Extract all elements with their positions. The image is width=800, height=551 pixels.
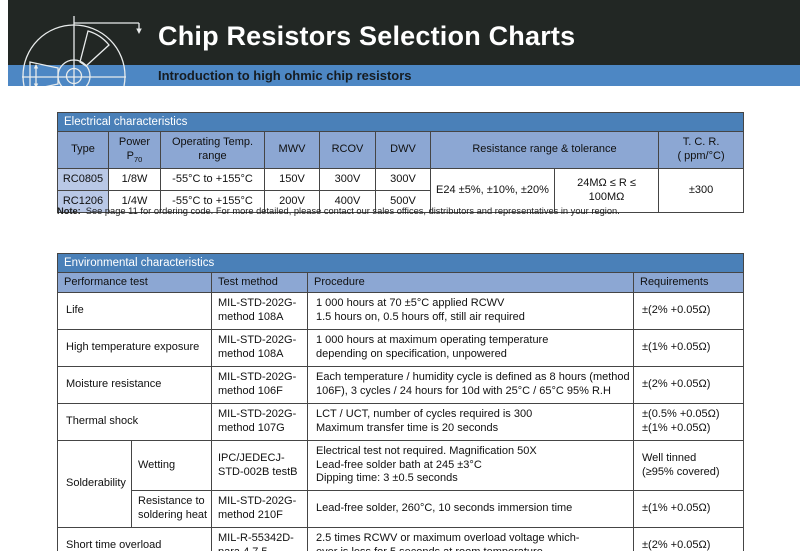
table-row: RC0805 1/8W -55°C to +155°C 150V 300V 30… (57, 168, 745, 213)
cell-rcov: 300V (319, 168, 376, 191)
page-subtitle: Introduction to high ohmic chip resistor… (158, 68, 412, 83)
cell-test-method: MIL-STD-202G- method 106F (211, 366, 308, 404)
table-row-short-time-overload: Short time overload MIL-R-55342D- para 4… (57, 527, 744, 551)
cell-power: 1/4W (108, 190, 161, 213)
cell-performance-test: Wetting (131, 440, 212, 491)
cell-procedure: LCT / UCT, number of cycles required is … (307, 403, 634, 441)
table-row-thermal-shock: Thermal shock MIL-STD-202G- method 107G … (57, 403, 744, 441)
power-label: Power (118, 135, 151, 148)
cell-performance-test: High temperature exposure (57, 329, 212, 367)
cell-performance-test: Short time overload (57, 527, 212, 551)
environmental-characteristics-table: Environmental characteristics Performanc… (57, 253, 744, 551)
col-header-dwv: DWV (375, 131, 431, 169)
table-row-resistance-to-soldering-heat: Resistance to soldering heat MIL-STD-202… (58, 490, 744, 528)
cell-procedure: Lead-free solder, 260°C, 10 seconds imme… (307, 490, 634, 528)
cell-procedure: Each temperature / humidity cycle is def… (307, 366, 634, 404)
note-label: Note: (57, 206, 81, 216)
cell-dwv: 300V (375, 168, 431, 191)
col-header-power: Power P70 (108, 131, 161, 169)
cell-test-method: MIL-STD-202G- method 108A (211, 329, 308, 367)
cell-rcov: 400V (319, 190, 376, 213)
col-header-resistance-range: Resistance range & tolerance (430, 131, 659, 169)
table-row: RC1206 1/4W -55°C to +155°C 200V 400V 50… (57, 190, 744, 213)
col-header-type: Type (57, 131, 109, 169)
cell-requirement: ±(2% +0.05Ω) (633, 527, 744, 551)
col-header-performance-test: Performance test (57, 272, 212, 293)
cell-mwv: 150V (264, 168, 320, 191)
ordering-note: Note: See page 11 for ordering code. For … (57, 206, 757, 216)
cell-dwv: 500V (375, 190, 431, 213)
table-row-moisture-resistance: Moisture resistance MIL-STD-202G- method… (57, 366, 744, 404)
table-row-high-temperature-exposure: High temperature exposure MIL-STD-202G- … (57, 329, 744, 367)
col-header-tcr: T. C. R. ( ppm/°C) (657, 131, 745, 169)
col-header-test-method: Test method (211, 272, 308, 293)
col-header-rcov: RCOV (319, 131, 376, 169)
cell-requirement: ±(1% +0.05Ω) (633, 329, 744, 367)
power-subscript: 70 (134, 154, 143, 164)
cell-type: RC0805 (57, 168, 109, 191)
header-blue-band (8, 65, 800, 86)
cell-power: 1/8W (108, 168, 161, 191)
cell-requirement: ±(2% +0.05Ω) (633, 292, 744, 330)
col-header-operating-temp: Operating Temp. range (160, 131, 265, 169)
cell-test-method: IPC/JEDECJ- STD-002B testB (211, 440, 308, 491)
cell-procedure: 2.5 times RCWV or maximum overload volta… (307, 527, 634, 551)
table-row-life: Life MIL-STD-202G- method 108A 1 000 hou… (57, 292, 744, 330)
cell-procedure: 1 000 hours at 70 ±5°C applied RCWV 1.5 … (307, 292, 634, 330)
electrical-characteristics-table: Electrical characteristics Type Power P70… (56, 112, 745, 213)
cell-test-method: MIL-STD-202G- method 210F (211, 490, 308, 528)
cell-performance-test: Moisture resistance (57, 366, 212, 404)
cell-test-method: MIL-STD-202G- method 107G (211, 403, 308, 441)
cell-procedure: Electrical test not required. Magnificat… (307, 440, 634, 491)
table-row-solderability-wetting: Solderability Wetting IPC/JEDECJ- STD-00… (57, 440, 744, 528)
cell-solderability-label: Solderability (57, 440, 132, 528)
col-header-mwv: MWV (264, 131, 320, 169)
cell-test-method: MIL-STD-202G- method 108A (211, 292, 308, 330)
power-symbol: P (126, 149, 134, 162)
cell-mwv: 200V (264, 190, 320, 213)
cell-temp-range: -55°C to +155°C (160, 190, 265, 213)
cell-temp-range: -55°C to +155°C (160, 168, 265, 191)
cell-requirement: ±(0.5% +0.05Ω) ±(1% +0.05Ω) (633, 403, 744, 441)
page-title: Chip Resistors Selection Charts (158, 21, 576, 51)
cell-requirement: ±(1% +0.05Ω) (633, 490, 744, 528)
note-text: See page 11 for ordering code. For more … (85, 206, 620, 216)
cell-tcr-value: ±300 (657, 168, 745, 213)
electrical-table-title: Electrical characteristics (56, 112, 745, 132)
cell-requirement: ±(2% +0.05Ω) (633, 366, 744, 404)
col-header-requirements: Requirements (633, 272, 744, 293)
cell-performance-test: Life (57, 292, 212, 330)
resistor-technical-drawing-icon (22, 16, 142, 86)
cell-performance-test: Resistance to soldering heat (131, 490, 212, 528)
cell-requirement: Well tinned (≥95% covered) (633, 440, 744, 491)
col-header-procedure: Procedure (307, 272, 634, 293)
cell-test-method: MIL-R-55342D- para 4.7.5 (211, 527, 308, 551)
environmental-table-title: Environmental characteristics (57, 253, 744, 273)
cell-performance-test: Thermal shock (57, 403, 212, 441)
cell-procedure: 1 000 hours at maximum operating tempera… (307, 329, 634, 367)
header-dark-band (8, 0, 800, 65)
